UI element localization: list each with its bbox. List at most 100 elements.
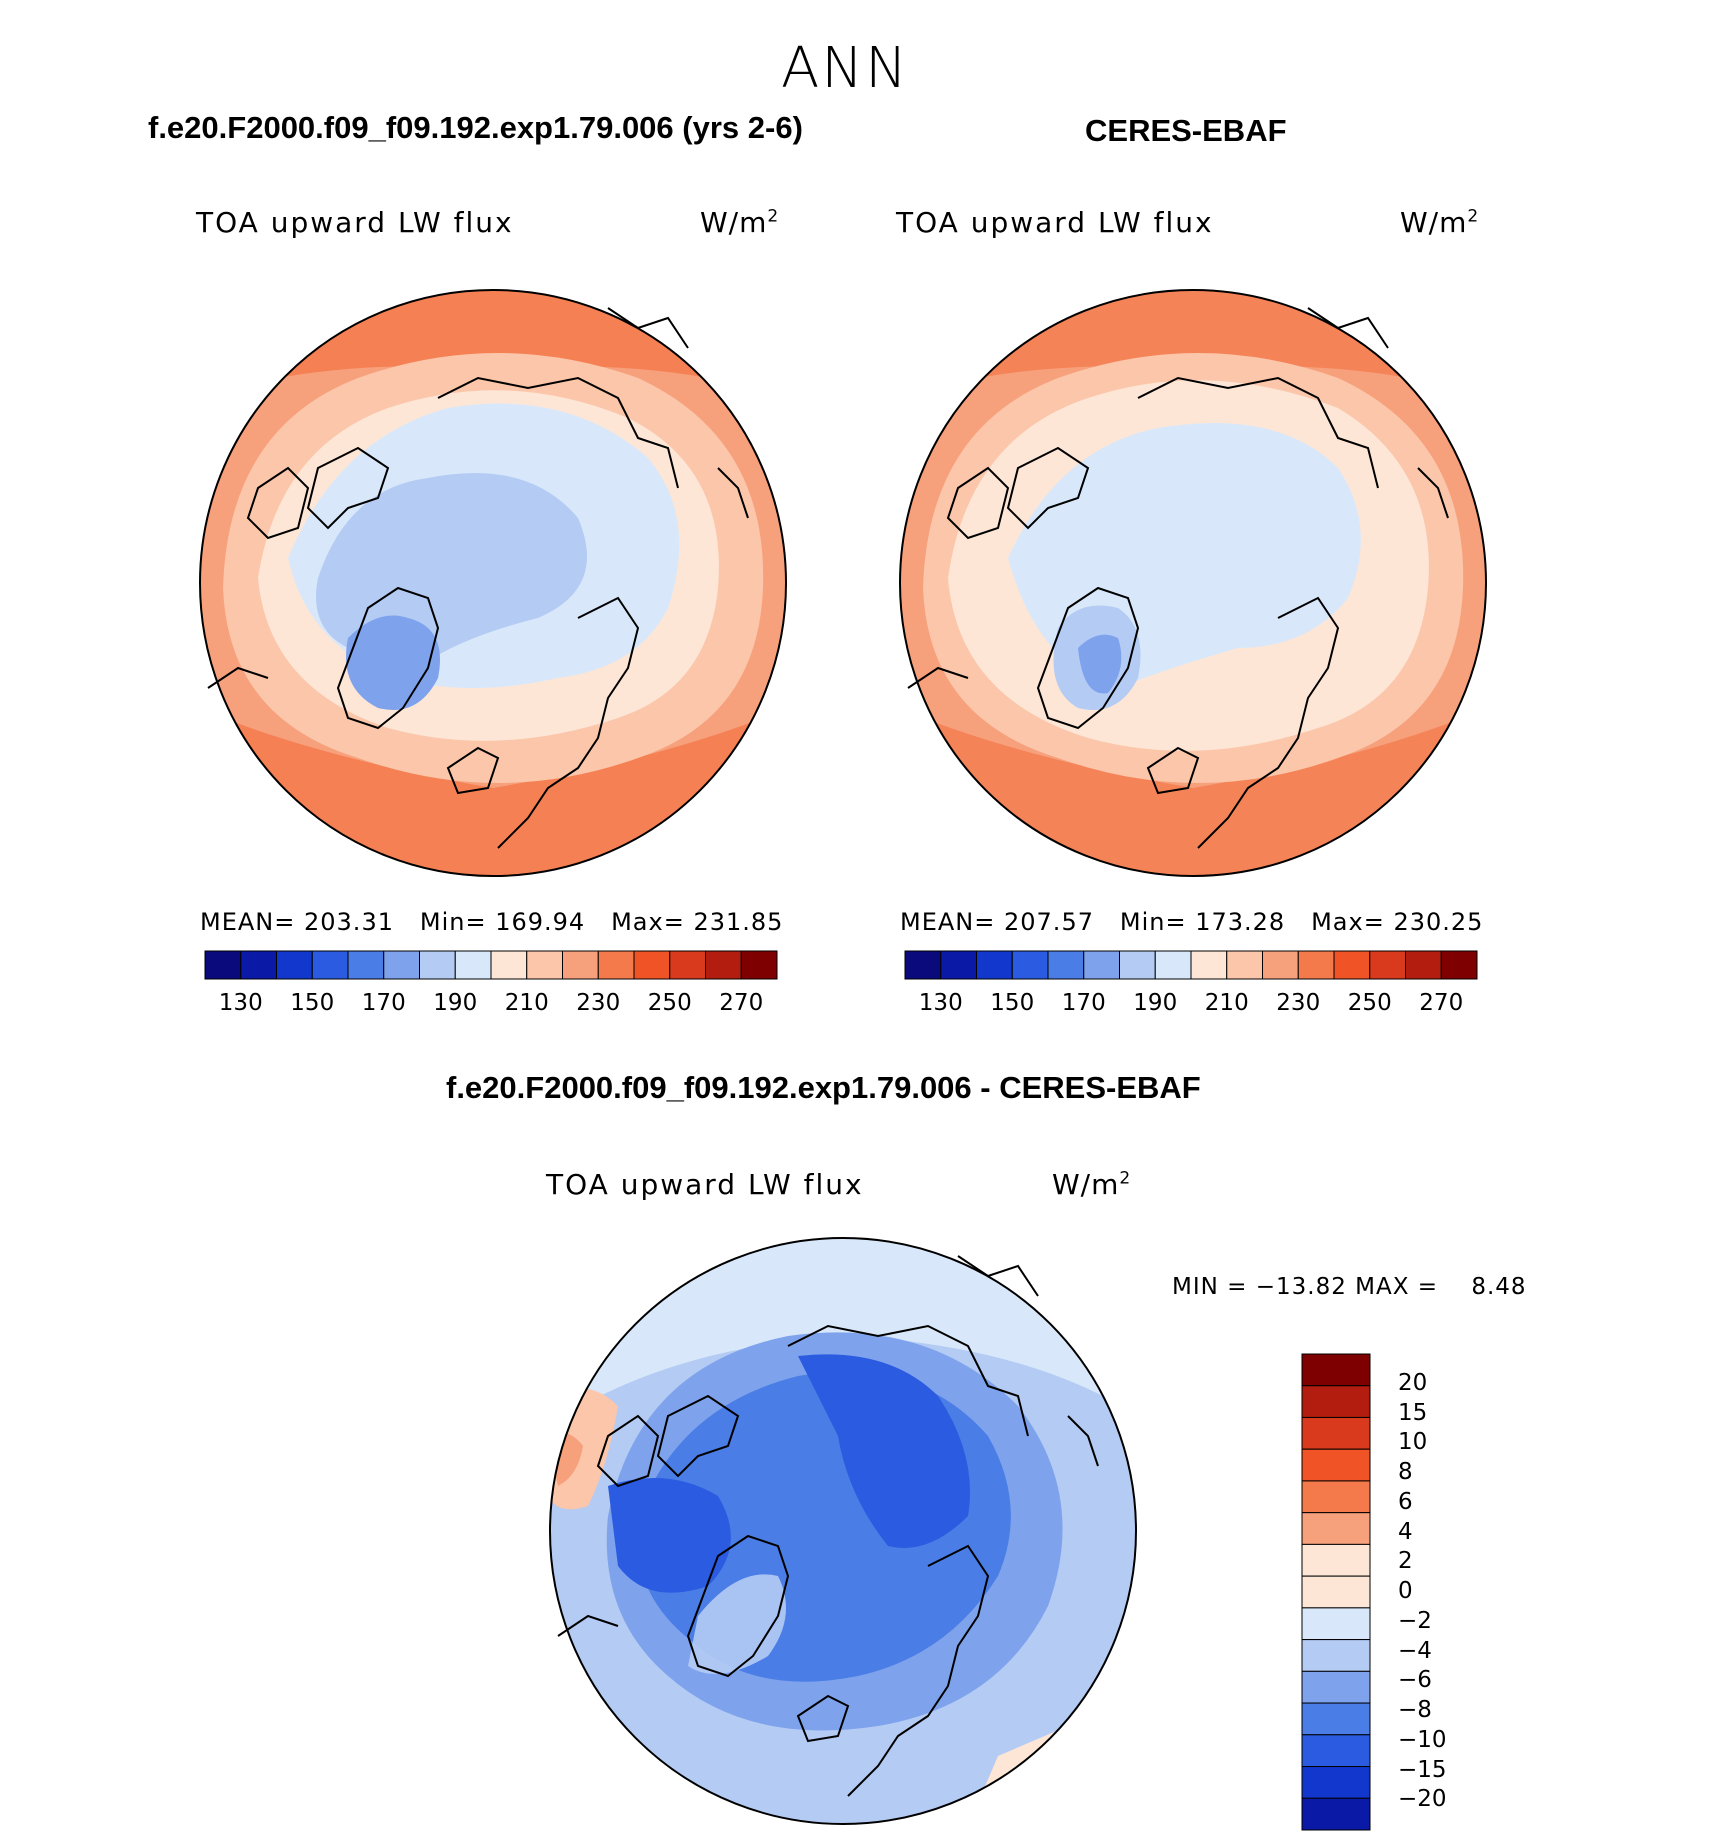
panel1-variable: TOA upward LW flux bbox=[196, 206, 514, 239]
colorbar-swatch bbox=[490, 950, 528, 980]
colorbar-swatch bbox=[562, 950, 599, 980]
colorbar-swatch bbox=[1301, 1416, 1371, 1450]
colorbar-swatch bbox=[1301, 1543, 1371, 1577]
colorbar-swatch bbox=[1369, 950, 1406, 980]
colorbar-swatch bbox=[1301, 1480, 1371, 1514]
colorbar-swatch bbox=[976, 950, 1013, 980]
colorbar-tick-label: 6 bbox=[1398, 1488, 1413, 1515]
colorbar-swatch bbox=[940, 950, 977, 980]
colorbar-swatch bbox=[1083, 950, 1120, 980]
colorbar-swatch bbox=[1301, 1734, 1371, 1768]
colorbar-swatch bbox=[740, 950, 778, 980]
panel2-map-border bbox=[899, 289, 1487, 877]
colorbar-tick-label: 230 bbox=[576, 990, 621, 1016]
colorbar-swatch bbox=[1301, 1353, 1371, 1387]
colorbar-tick-label: 250 bbox=[647, 990, 692, 1016]
panel1-coastlines bbox=[207, 307, 749, 849]
panel2-coastlines bbox=[907, 307, 1449, 849]
colorbar-swatch bbox=[1047, 950, 1085, 980]
panel3-colorbar bbox=[1301, 1353, 1371, 1831]
colorbar-swatch bbox=[347, 950, 385, 980]
colorbar-swatch bbox=[1011, 950, 1049, 980]
colorbar-swatch bbox=[311, 950, 349, 980]
panel3-units: W/m2 bbox=[1052, 1168, 1132, 1201]
colorbar-tick-label: 250 bbox=[1347, 990, 1392, 1016]
colorbar-swatch bbox=[276, 950, 313, 980]
colorbar-swatch bbox=[419, 950, 456, 980]
panel3-field-band-neg10 bbox=[798, 1354, 970, 1548]
colorbar-swatch bbox=[1301, 1448, 1371, 1482]
colorbar-swatch bbox=[1301, 1797, 1371, 1831]
colorbar-tick-label: 170 bbox=[361, 990, 406, 1016]
colorbar-tick-label: 4 bbox=[1398, 1518, 1413, 1545]
panel3-map-border bbox=[549, 1237, 1137, 1825]
panel3-case-title: f.e20.F2000.f09_f09.192.exp1.79.006 - CE… bbox=[446, 1070, 1201, 1105]
colorbar-tick-label: −15 bbox=[1398, 1756, 1447, 1783]
panel2-variable: TOA upward LW flux bbox=[896, 206, 1214, 239]
colorbar-swatch bbox=[705, 950, 742, 980]
panel2-colorbar bbox=[904, 950, 1478, 980]
colorbar-swatch bbox=[1301, 1702, 1371, 1736]
panel1-map-border bbox=[199, 289, 787, 877]
colorbar-swatch bbox=[1262, 950, 1299, 980]
colorbar-tick-label: 150 bbox=[290, 990, 335, 1016]
colorbar-swatch bbox=[597, 950, 635, 980]
colorbar-tick-label: −10 bbox=[1398, 1726, 1447, 1753]
colorbar-swatch bbox=[1297, 950, 1335, 980]
colorbar-swatch bbox=[633, 950, 671, 980]
colorbar-tick-label: 15 bbox=[1398, 1399, 1428, 1426]
colorbar-tick-label: −8 bbox=[1398, 1697, 1432, 1723]
panel3-field-north-rim bbox=[550, 1238, 1136, 1426]
colorbar-tick-label: 0 bbox=[1398, 1578, 1413, 1604]
colorbar-swatch bbox=[1190, 950, 1228, 980]
panel3-coastlines bbox=[557, 1255, 1099, 1797]
colorbar-swatch bbox=[1440, 950, 1478, 980]
panel2-map bbox=[899, 289, 1487, 877]
colorbar-tick-label: 270 bbox=[1419, 990, 1464, 1016]
colorbar-tick-label: 10 bbox=[1398, 1429, 1428, 1456]
colorbar-tick-label: 190 bbox=[433, 990, 478, 1016]
colorbar-tick-label: 190 bbox=[1133, 990, 1178, 1016]
colorbar-swatch bbox=[454, 950, 492, 980]
colorbar-swatch bbox=[904, 950, 942, 980]
colorbar-tick-label: −2 bbox=[1398, 1607, 1432, 1634]
colorbar-swatch bbox=[1301, 1512, 1371, 1545]
panel1-map bbox=[199, 289, 787, 877]
colorbar-swatch bbox=[1301, 1385, 1371, 1418]
colorbar-tick-label: 170 bbox=[1061, 990, 1106, 1016]
colorbar-swatch bbox=[526, 950, 563, 980]
colorbar-tick-label: 2 bbox=[1398, 1548, 1413, 1575]
colorbar-swatch bbox=[1405, 950, 1442, 980]
colorbar-tick-label: 210 bbox=[1204, 990, 1249, 1016]
colorbar-tick-label: 130 bbox=[918, 990, 963, 1016]
colorbar-swatch bbox=[1301, 1766, 1371, 1799]
panel3-minmax: MIN = −13.82 MAX = 8.48 bbox=[1172, 1274, 1527, 1300]
panel3-map bbox=[549, 1237, 1137, 1825]
colorbar-swatch bbox=[1154, 950, 1192, 980]
panel1-units: W/m2 bbox=[700, 206, 780, 239]
panel2-units: W/m2 bbox=[1400, 206, 1480, 239]
panel1-stats: MEAN= 203.31 Min= 169.94 Max= 231.85 bbox=[200, 908, 784, 936]
colorbar-swatch bbox=[1301, 1639, 1371, 1672]
colorbar-swatch bbox=[1119, 950, 1156, 980]
panel3-field-greenland bbox=[688, 1574, 786, 1674]
season-title: ANN bbox=[780, 36, 910, 101]
colorbar-tick-label: −6 bbox=[1398, 1667, 1432, 1694]
colorbar-tick-label: −20 bbox=[1398, 1786, 1447, 1813]
colorbar-swatch bbox=[669, 950, 706, 980]
panel1-case-title: f.e20.F2000.f09_f09.192.exp1.79.006 (yrs… bbox=[148, 110, 803, 145]
panel1-colorbar bbox=[204, 950, 778, 980]
panel2-field-greenland-low bbox=[1078, 634, 1122, 694]
colorbar-swatch bbox=[1301, 1670, 1371, 1704]
colorbar-tick-label: 270 bbox=[719, 990, 764, 1016]
colorbar-tick-label: −4 bbox=[1398, 1637, 1432, 1664]
colorbar-swatch bbox=[1301, 1607, 1371, 1641]
panel3-field-canada-low bbox=[608, 1478, 731, 1593]
panel3-variable: TOA upward LW flux bbox=[546, 1168, 864, 1201]
colorbar-swatch bbox=[1301, 1575, 1371, 1609]
colorbar-tick-label: 8 bbox=[1398, 1459, 1413, 1485]
colorbar-swatch bbox=[383, 950, 420, 980]
colorbar-swatch bbox=[1226, 950, 1263, 980]
colorbar-swatch bbox=[1333, 950, 1371, 980]
